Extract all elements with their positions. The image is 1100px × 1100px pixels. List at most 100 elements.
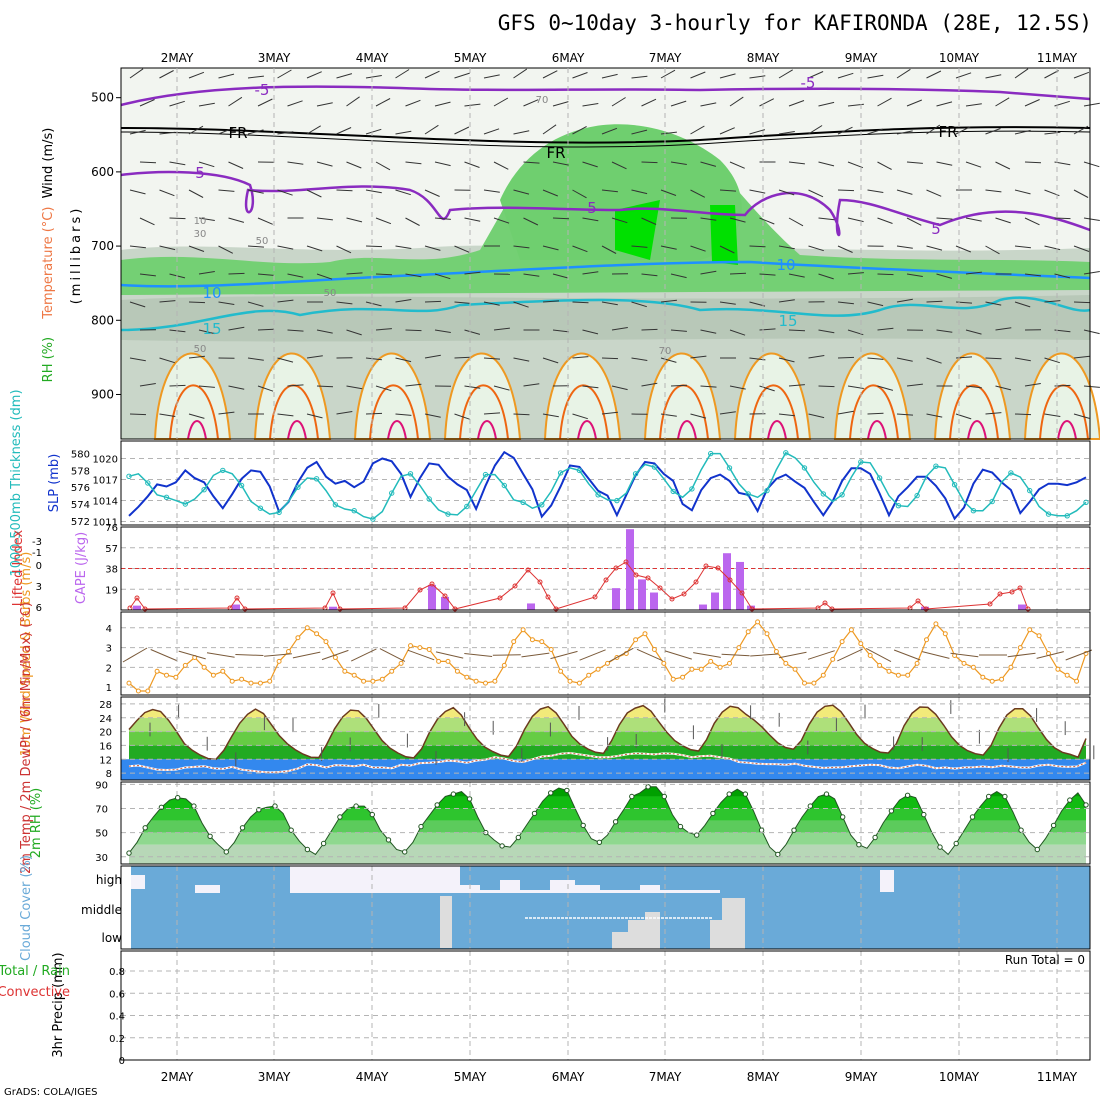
rh-marker: [385, 837, 392, 843]
rh-marker: [175, 795, 181, 801]
li-marker: [997, 591, 1003, 597]
wind-marker: [867, 653, 873, 658]
li-tick: 6: [36, 603, 42, 614]
slp-tick: 1014: [93, 497, 118, 508]
rh-shading: [121, 124, 1100, 440]
thickness-marker: [689, 486, 695, 492]
wind-barb: [582, 103, 599, 107]
wind-marker: [1064, 672, 1070, 678]
wind-barb: [405, 273, 422, 278]
wind-barb: [542, 300, 560, 303]
rh-marker: [612, 819, 619, 825]
wind-barb: [228, 385, 245, 390]
wind-barb: [188, 245, 205, 252]
wind-barb: [1024, 273, 1041, 277]
wind-barb: [778, 189, 795, 196]
wind-barb: [670, 329, 687, 332]
wind-barb: [316, 273, 333, 280]
wind-barb: [631, 357, 648, 361]
li-line: [129, 561, 1029, 610]
wind-barb: [483, 128, 500, 135]
wind-marker: [295, 635, 301, 641]
wind-barb: [788, 100, 805, 107]
wind-marker: [689, 666, 695, 672]
surface-wind-barb: [922, 651, 950, 659]
wind-barb: [395, 245, 412, 249]
wind-marker: [454, 668, 460, 674]
wind-barb: [631, 301, 647, 308]
wind-barb: [778, 357, 795, 363]
wind-barb: [188, 125, 204, 135]
rh-marker: [548, 790, 554, 796]
wind-barb: [778, 299, 795, 303]
wind-barb: [434, 161, 451, 167]
thickness-marker: [764, 487, 770, 494]
wind-marker: [267, 678, 273, 684]
wind-barbs-upper: [129, 68, 1100, 420]
thickness-marker: [313, 476, 320, 482]
wind-barb: [287, 273, 304, 278]
wind-marker: [342, 668, 348, 674]
wind-barb: [582, 271, 599, 275]
cape-bar: [1018, 604, 1026, 610]
wind-barb: [336, 73, 353, 79]
wind-tick: 2: [106, 663, 112, 674]
wind-marker: [164, 672, 169, 678]
wind-marker: [323, 639, 329, 645]
wind-barb: [277, 189, 293, 196]
wind-barb: [493, 327, 510, 331]
li-marker: [234, 595, 240, 601]
thickness-marker: [201, 487, 207, 493]
wind-barb: [808, 125, 823, 135]
cape-bar: [638, 579, 646, 610]
bottom-day-label: 8MAY: [747, 1070, 780, 1084]
surface-wind-barb: [321, 649, 349, 661]
wind-marker: [1074, 678, 1080, 684]
wind-barb: [228, 217, 245, 223]
wind-barb: [464, 217, 481, 222]
wind-barb: [818, 385, 835, 388]
bottom-day-label: 7MAY: [649, 1070, 682, 1084]
wind-marker: [914, 660, 920, 666]
rh-marker: [775, 851, 781, 858]
wind-barb: [896, 413, 914, 416]
top-day-label: 5MAY: [454, 51, 487, 65]
upper-air-frame: [120, 67, 1091, 440]
chart-title: GFS 0~10day 3-hourly for KAFIRONDA (28E,…: [498, 11, 1092, 35]
label-rh: RH (%): [41, 337, 56, 382]
wind-barb: [513, 413, 530, 416]
li-marker: [749, 606, 755, 612]
wind-barb: [483, 189, 500, 193]
wind-barb: [1024, 161, 1042, 164]
top-day-label: 3MAY: [258, 51, 291, 65]
wind-marker: [408, 643, 413, 649]
rh-tick: 50: [95, 829, 108, 840]
wind-barb: [247, 357, 264, 361]
li-marker: [497, 595, 503, 601]
dewpt-line: [128, 752, 1087, 773]
wind-marker: [239, 676, 245, 682]
isotherm-25: [387, 420, 407, 440]
wind-barb: [759, 328, 776, 331]
wind-barb: [434, 101, 451, 107]
surface-wind-barb: [264, 653, 292, 657]
wind-marker: [370, 678, 376, 684]
contour-label: -5: [801, 74, 816, 92]
wind-marker: [576, 680, 582, 686]
surface-wind-barb: [807, 650, 835, 660]
thickness-marker: [1008, 470, 1014, 476]
wind-marker: [848, 627, 854, 633]
wind-barb: [778, 413, 795, 417]
cloud-panel: high middle low Cloud Cover (%): [19, 855, 1091, 961]
contour-label: 50: [194, 344, 207, 355]
slp-thickness-panel: 572 574 576 578 580 1011 1014 1017 1020 1000-500m…: [9, 389, 1091, 577]
rh-marker: [1083, 802, 1089, 808]
wind-barb: [611, 161, 627, 170]
wind-barb: [1083, 385, 1100, 388]
wind-barb: [818, 161, 835, 167]
li-marker: [142, 606, 148, 612]
wind-barb: [729, 385, 746, 390]
wind-barb: [690, 125, 705, 135]
wind-barb: [188, 189, 204, 198]
